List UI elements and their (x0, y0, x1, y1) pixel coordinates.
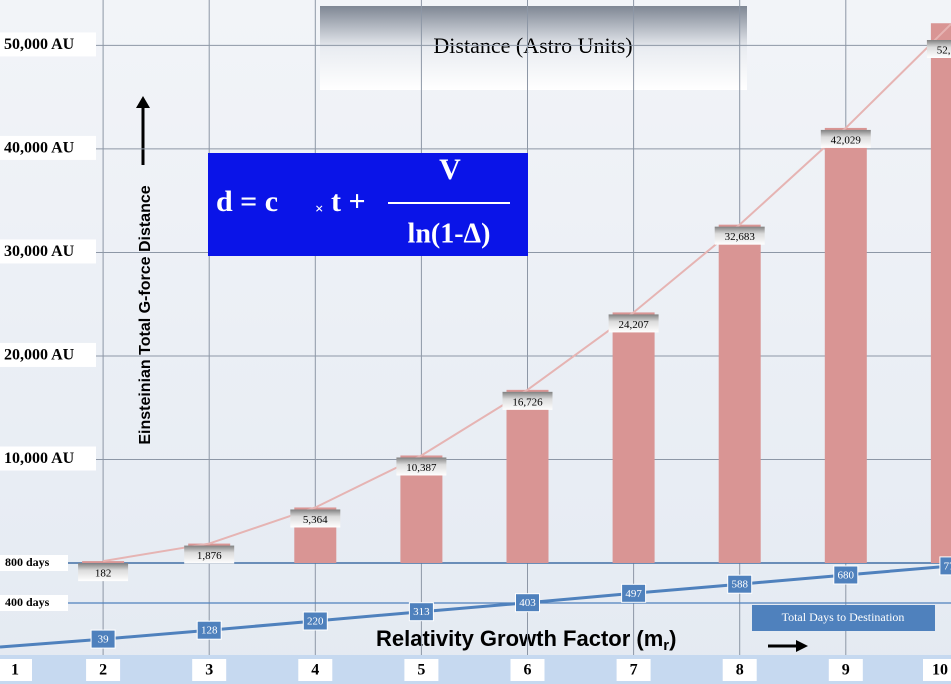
formula-box (208, 153, 528, 256)
x-tick-box (616, 659, 651, 681)
y-tick-label: 10,000 AU (4, 450, 75, 467)
x-axis-label: Relativity Growth Factor (mr) (376, 626, 676, 654)
formula-lhs: d = c (216, 185, 278, 218)
days-line (0, 564, 951, 649)
data-label-box (290, 509, 341, 528)
formula-rhs: t + (331, 185, 366, 218)
trend-line (102, 22, 951, 563)
days-marker (90, 629, 116, 649)
bar (612, 312, 655, 563)
data-label-box (926, 40, 951, 58)
x-tick-label: 1 (11, 662, 19, 679)
days-label: 497 (625, 588, 642, 600)
days-label: 39 (98, 634, 110, 646)
y-tick-label: 400 days (5, 595, 50, 609)
y-tick-label: 20,000 AU (4, 347, 75, 364)
data-label-box (184, 545, 235, 564)
x-tick-label: 5 (417, 662, 425, 679)
data-label: 42,029 (831, 134, 862, 146)
data-label: 32,683 (725, 231, 756, 243)
y-axis-label: Einsteinian Total G-force Distance (137, 185, 154, 444)
formula-denominator: ln(1-Δ) (408, 218, 491, 249)
formula: d = c × t + V ln(1-Δ) (208, 153, 528, 256)
x-tick-box (828, 659, 863, 681)
days-label: 220 (307, 616, 324, 628)
data-label: 182 (95, 568, 112, 580)
x-arrow-head (796, 640, 808, 652)
bar (930, 23, 951, 563)
bar (82, 561, 125, 563)
title-box (320, 6, 747, 90)
x-tick-box (510, 659, 545, 681)
x-tick-box (86, 659, 121, 681)
x-tick-box (923, 659, 951, 681)
days-marker (939, 556, 951, 576)
x-axis-band (0, 655, 951, 684)
y-tick-box (0, 446, 96, 471)
days-marker (408, 602, 434, 622)
x-tick-label: 9 (842, 662, 850, 679)
y-tick-box (0, 595, 68, 611)
data-label: 1,876 (197, 550, 222, 562)
data-label-box (396, 457, 447, 476)
x-tick-label: 2 (99, 662, 107, 679)
data-label: 16,726 (512, 396, 543, 408)
legend-label: Total Days to Destination (782, 610, 905, 624)
days-label: 771 (944, 560, 951, 572)
y-tick-box (0, 239, 96, 264)
x-tick-box (404, 659, 439, 681)
days-marker (515, 593, 540, 613)
x-tick-label: 3 (205, 662, 213, 679)
days-marker (727, 574, 753, 594)
x-axis-label-main: Relativity Growth Factor (m (376, 626, 663, 651)
data-label-box (608, 314, 659, 333)
x-tick-label: 6 (524, 662, 532, 679)
days-marker (833, 565, 859, 585)
data-label: 52,140 (937, 45, 951, 57)
formula-numerator: V (439, 153, 461, 186)
y-tick-label: 800 days (5, 555, 50, 569)
formula-times: × (315, 201, 324, 217)
days-label: 680 (838, 570, 855, 582)
x-tick-label: 10 (932, 662, 948, 679)
bar (718, 224, 761, 564)
x-tick-box (722, 659, 757, 681)
data-label-box (502, 391, 553, 410)
days-marker (621, 583, 647, 603)
data-label-box (78, 563, 129, 582)
data-label: 5,364 (303, 514, 328, 526)
days-marker (302, 611, 328, 631)
y-tick-label: 30,000 AU (4, 243, 75, 260)
x-axis-label-end: ) (669, 626, 676, 651)
days-label: 128 (201, 625, 218, 637)
data-label-box (714, 226, 765, 245)
x-tick-box (192, 659, 227, 681)
x-tick-label: 8 (736, 662, 744, 679)
x-tick-box (298, 659, 333, 681)
days-label: 313 (413, 606, 430, 618)
legend-box (752, 605, 935, 631)
x-tick-label: 4 (311, 662, 319, 679)
y-tick-box (0, 32, 96, 57)
bar (824, 127, 867, 563)
x-axis-label-sub: r (663, 637, 669, 654)
days-marker (196, 620, 222, 640)
bar (506, 389, 549, 563)
y-tick-box (0, 555, 68, 571)
y-arrow-head (136, 96, 150, 108)
x-tick-label: 7 (630, 662, 638, 679)
y-tick-label: 40,000 AU (4, 140, 75, 157)
days-label: 588 (731, 579, 748, 591)
x-tick-box (0, 659, 32, 681)
y-tick-box (0, 135, 96, 160)
y-tick-box (0, 342, 96, 367)
y-tick-label: 50,000 AU (4, 36, 75, 53)
data-label: 10,387 (406, 462, 437, 474)
data-label: 24,207 (618, 319, 649, 331)
data-label-box (820, 129, 871, 148)
days-label: 403 (519, 597, 536, 609)
